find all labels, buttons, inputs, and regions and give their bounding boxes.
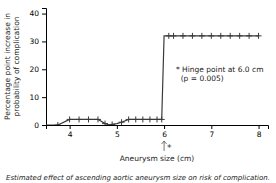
hinge-arrow-shaft [164,141,165,151]
x-tick: 8 [257,125,262,139]
marker [119,119,125,125]
marker [140,116,146,122]
y-tick-mark [42,69,46,70]
marker [208,33,214,39]
y-tick-label: 30 [29,37,39,46]
y-tick-label: 10 [29,93,39,102]
marker [256,33,262,39]
marker [86,116,92,122]
caption: Estimated effect of ascending aortic ane… [6,174,270,182]
y-tick: 20 [29,65,46,74]
marker [218,33,224,39]
y-tick-mark [42,125,46,126]
x-tick-label: 7 [209,130,214,139]
marker [237,33,243,39]
hinge-arrow-head [162,141,167,144]
x-tick-mark [70,125,71,129]
x-axis-title: Aneurysm size (cm) [120,154,195,163]
x-tick-mark [117,125,118,129]
marker [171,33,177,39]
marker [95,116,101,122]
marker [199,33,205,39]
x-tick-label: 4 [68,130,73,139]
x-tick: 6 [162,125,167,139]
hinge-star: * [167,143,172,153]
y-axis: 0 10 20 30 40 [29,9,46,130]
chart: 4 5 6 7 8 0 10 20 30 40 * Hinge point at 6.0 cm (p… [0,0,276,183]
marker [227,33,233,39]
x-tick: 7 [209,125,214,139]
x-tick-mark [211,125,212,129]
annotation: * Hinge point at 6.0 cm (p = 0.005) [176,65,264,83]
y-tick-label: 40 [29,9,39,18]
y-tick-label: 0 [34,121,39,130]
marker [133,116,139,122]
y-tick-mark [42,14,46,15]
marker [159,116,165,122]
y-tick-label: 20 [29,65,39,74]
x-tick-label: 6 [162,130,167,139]
x-tick-mark [259,125,260,129]
marker [126,116,132,122]
marker [109,121,115,125]
y-tick: 10 [29,93,46,102]
marker [102,121,108,125]
x-axis-line [47,126,269,130]
x-tick-label: 8 [257,130,262,139]
line [46,36,259,125]
marker [246,33,252,39]
marker [180,33,186,39]
y-axis-line [42,9,47,126]
marker [147,116,153,122]
x-axis: 4 5 6 7 8 [47,125,269,139]
y-tick-mark [42,41,46,42]
marker [67,116,73,122]
y-tick-mark [42,97,46,98]
y-axis-title: Percentage point increase inprobability … [3,13,21,120]
x-tick: 4 [68,125,73,139]
x-tick: 5 [115,125,120,139]
y-tick: 0 [34,121,46,130]
x-tick-label: 5 [115,130,120,139]
y-tick: 40 [29,9,46,18]
marker [55,122,61,125]
x-tick-mark [164,125,165,129]
marker [76,116,82,122]
y-tick: 30 [29,37,46,46]
plot-area [46,33,262,125]
marker [189,33,195,39]
